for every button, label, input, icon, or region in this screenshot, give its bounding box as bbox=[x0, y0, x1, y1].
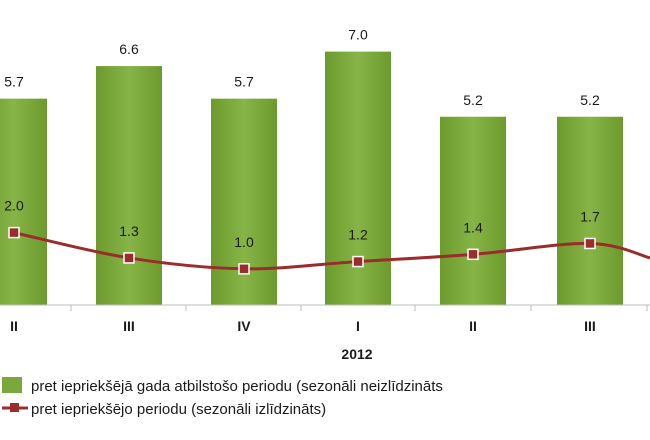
x-category-label-5: III bbox=[584, 318, 596, 334]
bar-value-label-5: 5.2 bbox=[580, 92, 600, 108]
x-category-label-3: I bbox=[356, 318, 360, 334]
line-point-2 bbox=[238, 263, 250, 275]
x-axis-ticks bbox=[70, 305, 648, 311]
line-value-label-3: 1.2 bbox=[348, 227, 368, 243]
legend: pret iepriekšējā gada atbilstošo periodu… bbox=[2, 377, 443, 418]
bar-value-label-0: 5.7 bbox=[4, 74, 24, 90]
x-category-label-4: II bbox=[469, 318, 477, 334]
bar-value-label-2: 5.7 bbox=[234, 74, 254, 90]
bar-0 bbox=[0, 98, 47, 305]
line-point-1 bbox=[123, 252, 135, 264]
legend-bar-swatch bbox=[2, 377, 22, 393]
bar-labels-group: 5.7 6.6 5.7 7.0 5.2 5.2 bbox=[4, 27, 600, 108]
bars-group bbox=[0, 51, 623, 305]
year-label: 2012 bbox=[341, 346, 372, 362]
line-value-label-0: 2.0 bbox=[4, 198, 24, 214]
bar-value-label-3: 7.0 bbox=[348, 27, 368, 43]
line-point-3 bbox=[352, 255, 364, 268]
line-labels-group: 2.0 1.3 1.0 1.2 1.4 1.7 bbox=[4, 198, 600, 250]
x-category-label-2: IV bbox=[237, 318, 251, 334]
line-point-4 bbox=[467, 248, 479, 261]
x-axis-labels: II III IV I II III bbox=[10, 318, 596, 334]
legend-line-label: pret iepriekšējo periodu (sezonāli izlīd… bbox=[31, 401, 326, 418]
bar-1 bbox=[96, 66, 162, 305]
line-value-label-4: 1.4 bbox=[463, 219, 483, 235]
line-value-label-5: 1.7 bbox=[580, 208, 600, 224]
bar-value-label-4: 5.2 bbox=[463, 92, 483, 108]
line-series bbox=[8, 226, 650, 275]
x-category-label-0: II bbox=[10, 318, 18, 334]
legend-bar-label: pret iepriekšējā gada atbilstošo periodu… bbox=[31, 378, 443, 395]
bar-value-label-1: 6.6 bbox=[119, 41, 139, 57]
x-category-label-1: III bbox=[123, 318, 135, 334]
bar-4 bbox=[440, 116, 506, 305]
legend-line-marker bbox=[10, 403, 19, 412]
line-value-label-2: 1.0 bbox=[234, 234, 254, 250]
line-value-label-1: 1.3 bbox=[119, 223, 139, 239]
line-point-0 bbox=[8, 226, 20, 239]
line-point-5 bbox=[584, 237, 596, 250]
bar-5 bbox=[557, 116, 623, 305]
